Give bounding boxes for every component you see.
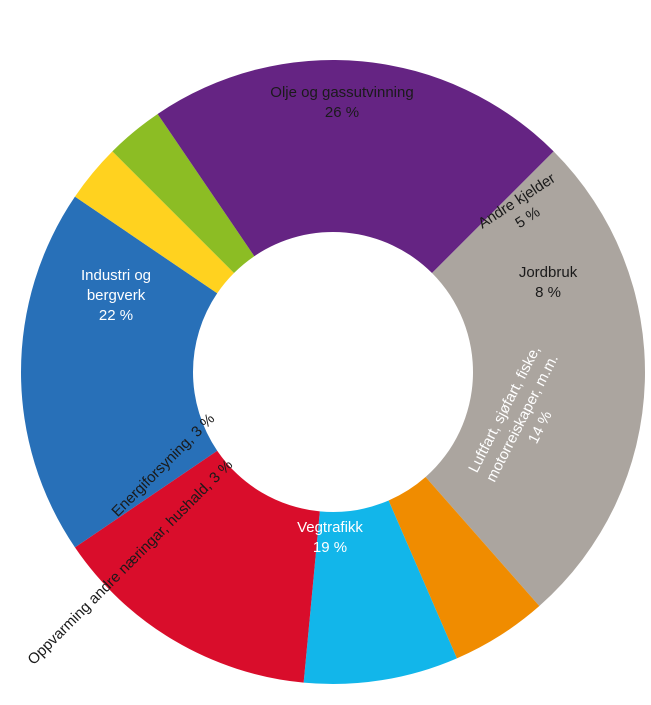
slice-4 (21, 196, 218, 548)
slice-label-line: Industri og (81, 267, 151, 284)
slice-2 (303, 500, 457, 685)
slice-label-7: Industri og bergverk 22 % (81, 267, 151, 324)
slice-label-line: Olje og gassutvinning (270, 84, 413, 101)
slice-6 (112, 113, 255, 274)
slice-1 (388, 477, 540, 659)
slice-label-line: 8 % (535, 284, 561, 301)
slice-label-line: 19 % (313, 539, 347, 556)
slice-3 (74, 450, 320, 683)
slice-label-4: Vegtrafikk 19 % (297, 519, 363, 556)
slices-group (21, 60, 646, 685)
slice-label-0: Olje og gassutvinning 26 % (270, 84, 413, 121)
slice-label-2: Jordbruk 8 % (519, 264, 578, 301)
slice-label-line: Vegtrafikk (297, 519, 363, 536)
slice-label-line: 22 % (99, 307, 133, 324)
slice-7 (157, 60, 554, 274)
slice-label-line: bergverk (87, 287, 146, 304)
slice-5 (74, 151, 235, 294)
slice-0 (425, 151, 646, 607)
slice-label-line: 26 % (325, 104, 359, 121)
slice-label-line: Jordbruk (519, 264, 578, 281)
